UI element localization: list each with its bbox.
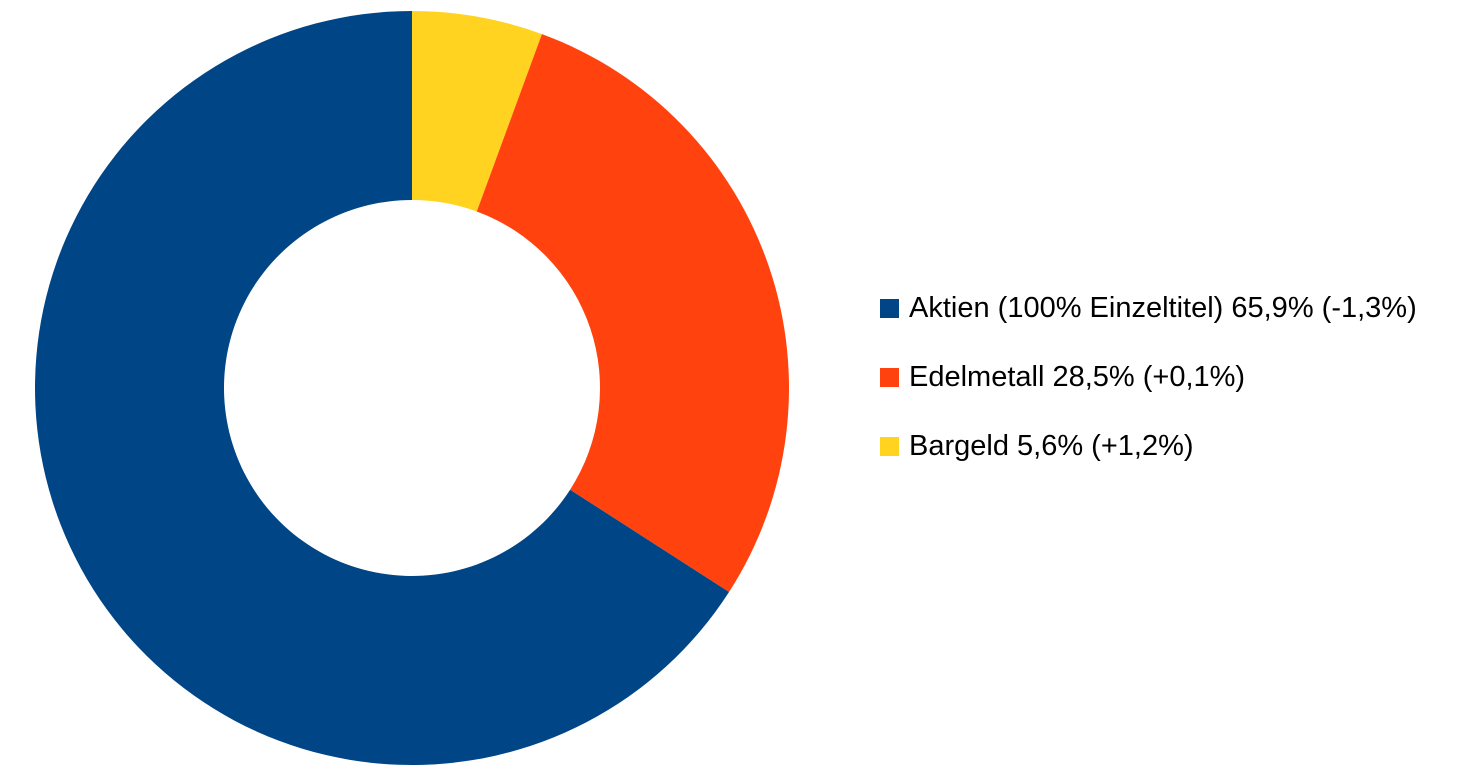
legend-swatch-edelmetall [880, 367, 899, 387]
legend-item-edelmetall: Edelmetall 28,5% (+0,1%) [880, 355, 1475, 399]
donut-plot-area [34, 11, 789, 766]
legend: Aktien (100% Einzeltitel) 65,9% (-1,3%) … [880, 286, 1475, 493]
legend-swatch-aktien [880, 298, 899, 318]
legend-item-bargeld: Bargeld 5,6% (+1,2%) [880, 424, 1475, 468]
legend-label-edelmetall: Edelmetall 28,5% (+0,1%) [909, 360, 1246, 393]
slice-aktien [34, 11, 730, 766]
legend-label-bargeld: Bargeld 5,6% (+1,2%) [909, 429, 1194, 462]
slices-group [34, 11, 789, 766]
legend-item-aktien: Aktien (100% Einzeltitel) 65,9% (-1,3%) [880, 286, 1475, 330]
slice-edelmetall [476, 34, 789, 593]
slice-bargeld [412, 11, 542, 212]
legend-swatch-bargeld [880, 436, 899, 456]
legend-label-aktien: Aktien (100% Einzeltitel) 65,9% (-1,3%) [909, 291, 1417, 324]
